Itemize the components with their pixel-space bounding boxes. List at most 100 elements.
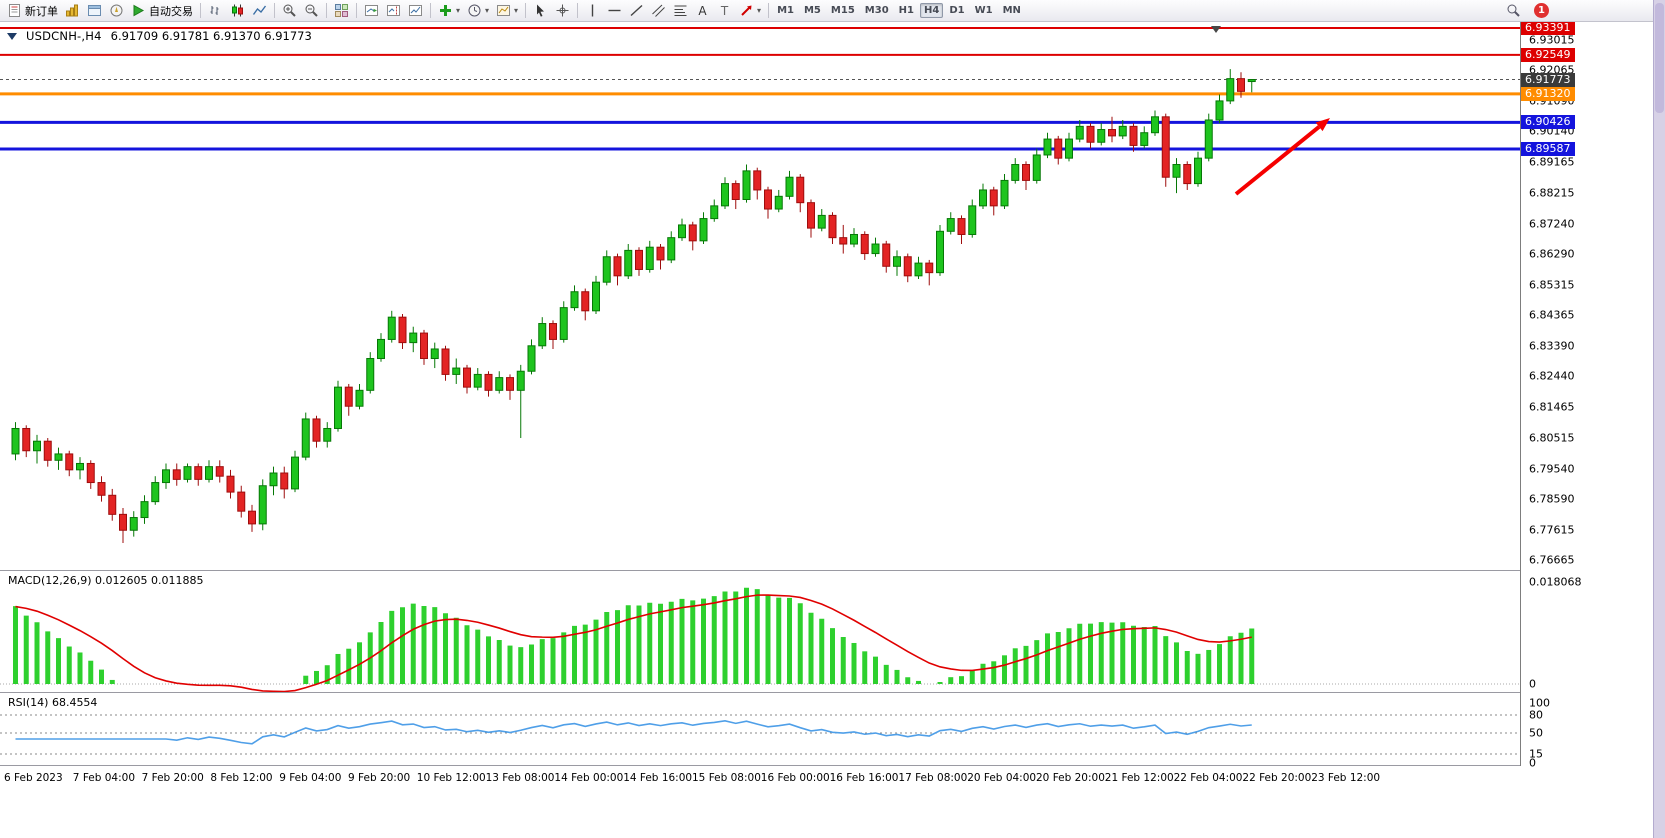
price-badge: 6.92549 — [1521, 47, 1575, 62]
rsi-axis-label: 50 — [1529, 726, 1543, 740]
trendline-button[interactable] — [626, 1, 647, 21]
arrows-button[interactable]: ▾ — [736, 1, 764, 21]
timeframe-m30-button[interactable]: M30 — [864, 5, 889, 16]
horizontal-line-button[interactable] — [604, 1, 625, 21]
chart-ohlc: 6.91709 6.91781 6.91370 6.91773 — [110, 29, 312, 43]
time-label: 22 Feb 20:00 — [1242, 772, 1312, 784]
indicators-icon — [440, 5, 451, 16]
crosshair-icon — [556, 4, 569, 17]
crosshair-button[interactable] — [552, 1, 573, 21]
time-label: 10 Feb 12:00 — [416, 772, 486, 784]
price-badge: 6.93391 — [1521, 21, 1575, 36]
price-axis[interactable]: 6.93015 6.92065 6.91090 6.90140 6.89165 6.882… — [1520, 21, 1653, 770]
cursor-button[interactable] — [530, 1, 551, 21]
auto-trading-icon — [133, 4, 145, 17]
label-button[interactable]: T — [714, 1, 735, 21]
price-tick: 6.83390 — [1529, 339, 1575, 353]
indicators-button[interactable]: ▾ — [435, 1, 463, 21]
price-tick: 6.87240 — [1529, 217, 1575, 231]
price-tick: 6.86290 — [1529, 247, 1575, 261]
price-tick: 6.93015 — [1529, 33, 1575, 47]
new-order-button[interactable]: 新订单 — [4, 1, 61, 21]
scrollbar-thumb[interactable] — [1655, 3, 1664, 113]
time-label: 8 Feb 12:00 — [210, 772, 273, 784]
line-chart-button[interactable] — [249, 1, 270, 21]
rsi-axis-label: 0 — [1529, 756, 1536, 770]
price-tick: 6.89165 — [1529, 155, 1575, 169]
zoom-out-button[interactable] — [301, 1, 322, 21]
time-axis[interactable]: 6 Feb 2023 7 Feb 04:00 7 Feb 20:00 8 Feb 12… — [0, 766, 1653, 794]
templates-icon — [497, 5, 511, 16]
timeframe-h1-button[interactable]: H1 — [898, 5, 914, 16]
chart-shift-marker[interactable] — [1211, 26, 1221, 38]
periods-button[interactable]: ▾ — [464, 1, 492, 21]
data-window-button[interactable] — [84, 1, 105, 21]
timeframe-m5-button[interactable]: M5 — [803, 5, 821, 16]
toolbar-separator — [274, 3, 275, 18]
time-label: 7 Feb 20:00 — [141, 772, 204, 784]
cursor-icon — [537, 4, 545, 17]
macd-pane[interactable] — [0, 570, 1520, 692]
arrow-annotation[interactable] — [1234, 118, 1330, 196]
auto-scroll-button[interactable] — [361, 1, 382, 21]
data-window-icon — [88, 5, 101, 16]
bar-chart-button[interactable] — [205, 1, 226, 21]
new-chart-icon — [409, 5, 422, 16]
candlestick-chart-button[interactable] — [227, 1, 248, 21]
notification-count: 1 — [1538, 5, 1545, 16]
time-label: 17 Feb 08:00 — [898, 772, 968, 784]
timeframe-m1-button[interactable]: M1 — [777, 5, 794, 16]
bar-chart-icon — [210, 6, 219, 15]
time-label: 20 Feb 20:00 — [1036, 772, 1105, 784]
toolbar-separator — [577, 3, 579, 18]
time-label: 21 Feb 12:00 — [1104, 772, 1174, 784]
zoom-in-icon — [283, 4, 296, 17]
notification-badge[interactable]: 1 — [1534, 3, 1549, 18]
macd-label-row: MACD(12,26,9) 0.012605 0.011885 — [8, 574, 204, 587]
one-click-trading-toggle[interactable] — [7, 33, 17, 45]
zoom-in-button[interactable] — [279, 1, 300, 21]
auto-trading-button[interactable]: 自动交易 — [128, 1, 196, 21]
tile-windows-icon — [335, 4, 348, 17]
new-order-label: 新订单 — [25, 4, 58, 18]
pane-separator — [0, 765, 1653, 766]
fibonacci-button[interactable] — [670, 1, 691, 21]
time-label: 14 Feb 00:00 — [554, 772, 624, 784]
timeframe-w1-button[interactable]: W1 — [974, 5, 993, 16]
rsi-label: RSI(14) 68.4554 — [8, 696, 98, 709]
tile-windows-button[interactable] — [331, 1, 352, 21]
price-badge: 6.89587 — [1521, 142, 1575, 157]
time-label: 16 Feb 00:00 — [760, 772, 830, 784]
price-tick: 6.79540 — [1529, 462, 1575, 476]
clock-icon — [468, 4, 481, 17]
search-icon — [1507, 4, 1520, 17]
rsi-pane[interactable] — [0, 692, 1520, 765]
pane-separator[interactable] — [0, 570, 1653, 571]
channel-icon — [652, 4, 665, 17]
navigator-button[interactable] — [106, 1, 127, 21]
rsi-axis-label: 15 — [1529, 747, 1543, 761]
chart-shift-button[interactable] — [383, 1, 404, 21]
line-chart-icon — [252, 5, 267, 15]
text-button[interactable]: A — [692, 1, 713, 21]
main-chart-pane[interactable] — [0, 22, 1520, 570]
auto-trading-label: 自动交易 — [149, 4, 193, 18]
vertical-scrollbar[interactable] — [1653, 0, 1665, 838]
pane-separator[interactable] — [0, 692, 1653, 693]
time-label: 22 Feb 04:00 — [1173, 772, 1243, 784]
chevron-down-icon: ▾ — [485, 5, 490, 15]
vertical-line-button[interactable] — [582, 1, 603, 21]
timeframe-mn-button[interactable]: MN — [1002, 5, 1021, 16]
chart-title: USDCNH-,H4 6.91709 6.91781 6.91370 6.917… — [7, 27, 312, 45]
timeframe-m15-button[interactable]: M15 — [830, 5, 855, 16]
price-badge: 6.91320 — [1521, 86, 1575, 101]
new-chart-button[interactable] — [405, 1, 426, 21]
timeframe-d1-button[interactable]: D1 — [949, 5, 965, 16]
svg-text:T: T — [720, 4, 729, 18]
timeframe-group: M1 M5 M15 M30 H1 H4 D1 W1 MN — [773, 3, 1025, 18]
market-watch-button[interactable] — [62, 1, 83, 21]
equidistant-channel-button[interactable] — [648, 1, 669, 21]
timeframe-h4-button[interactable]: H4 — [919, 3, 944, 18]
templates-button[interactable]: ▾ — [493, 1, 521, 21]
search-button[interactable] — [1503, 1, 1524, 21]
